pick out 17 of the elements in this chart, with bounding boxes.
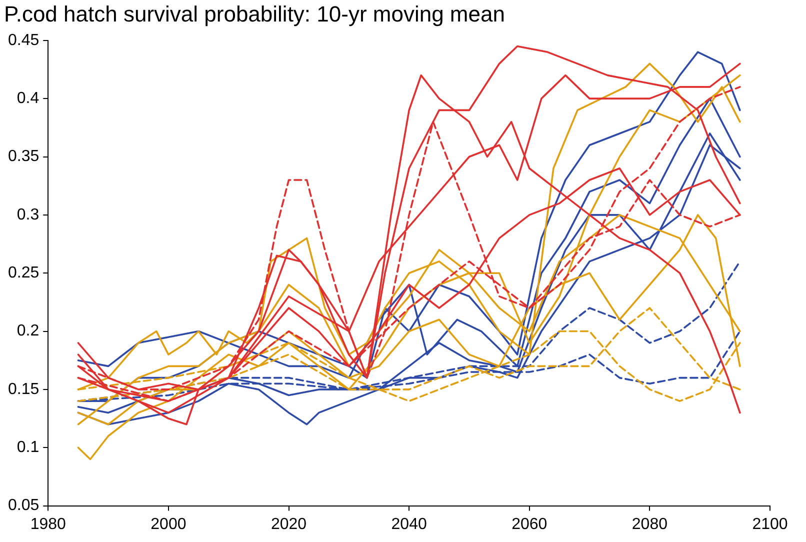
y-tick-label: 0.4 [16,90,40,107]
y-tick-label: 0.15 [8,380,40,398]
chart-title: P.cod hatch survival probability: 10-yr moving mean [4,1,505,26]
x-tick-label: 1980 [30,516,66,533]
y-tick-label: 0.2 [16,322,40,340]
x-tick-label: 2020 [270,516,307,533]
x-tick-label: 2040 [391,516,427,533]
x-tick-label: 2000 [150,516,186,533]
y-tick-label: 0.45 [8,32,40,49]
y-tick-label: 0.35 [8,148,40,166]
x-tick-label: 2100 [752,516,788,533]
y-tick-label: 0.3 [16,206,40,224]
y-tick-label: 0.05 [8,497,40,514]
x-tick-label: 2080 [632,516,668,533]
y-tick-label: 0.25 [8,264,40,282]
y-tick-label: 0.1 [16,439,40,456]
x-tick-label: 2060 [512,516,548,533]
